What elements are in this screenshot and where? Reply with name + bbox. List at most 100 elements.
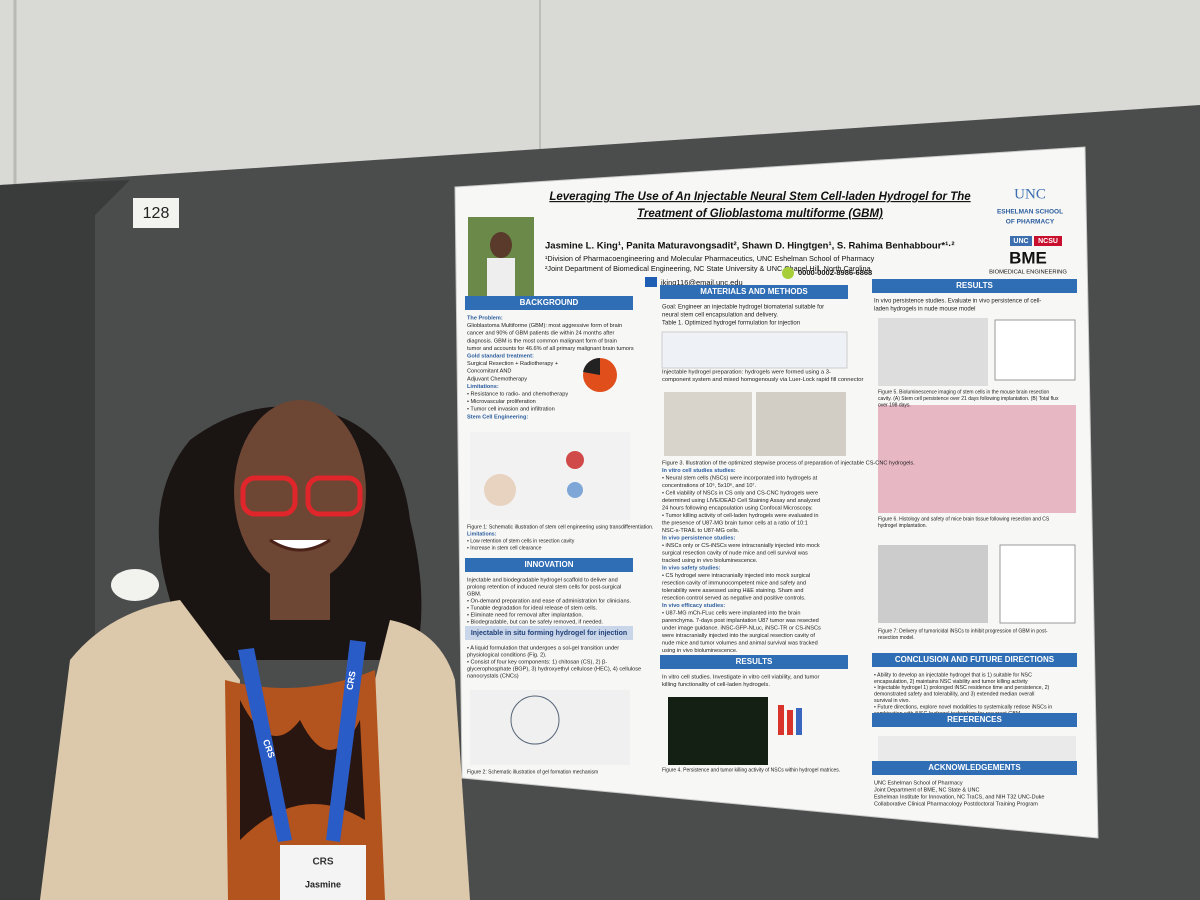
author-photo-face [490, 232, 512, 258]
body-text: • iNSCs only or CS-iNSCs were intracrani… [662, 543, 820, 549]
logo-school: ESHELMAN SCHOOL [997, 209, 1063, 216]
body-text: tolerability were assessed using H&E sta… [662, 588, 803, 594]
cell-figure [567, 482, 583, 498]
body-text: In vivo persistence studies: [662, 535, 736, 541]
body-text: UNC Eshelman School of Pharmacy [874, 780, 963, 786]
section-heading: RESULTS [956, 281, 993, 290]
poster-content: Leveraging The Use of An Injectable Neur… [465, 186, 1077, 807]
glasses [240, 475, 298, 517]
body-text: glycerophosphate (BGP), 3) hydroxyethyl … [467, 666, 641, 672]
body-text: Table 1. Optimized hydrogel formulation … [662, 321, 800, 327]
body-text: using in vivo bioluminescence. [662, 648, 738, 654]
body-text: • Microvascular proliferation [467, 399, 536, 405]
cell-figure [566, 451, 584, 469]
body-text: concentrations of 10⁶, 5x10⁶, and 10⁷. [662, 482, 756, 489]
lanyard [326, 640, 366, 842]
bar-figure [796, 708, 802, 735]
body-text: • CS hydrogel were intracranially inject… [662, 573, 810, 579]
logo-bme-sub: BIOMEDICAL ENGINEERING [989, 270, 1067, 276]
section-heading: REFERENCES [947, 715, 1002, 724]
section-heading: ACKNOWLEDGEMENTS [928, 763, 1021, 772]
poster-title: Leveraging The Use of An Injectable Neur… [549, 191, 971, 203]
body-text: Eshelman Institute for Innovation, NC Tr… [874, 794, 1044, 800]
body-text: cavity. (A) Stem cell persistence over 2… [878, 396, 1059, 402]
body-text: Figure 1: Schematic illustration of stem… [467, 524, 653, 530]
body-text: Goal: Engineer an injectable hydrogel bi… [662, 305, 824, 311]
body-text: • A liquid formulation that undergoes a … [467, 645, 619, 651]
body-text: under image guidance. iNSC-GFP-NLuc, iNS… [662, 625, 821, 631]
body-text: Limitations: [467, 384, 499, 390]
body-text: In vitro cell studies studies: [662, 468, 736, 474]
body-text: Figure 4. Persistence and tumor killing … [662, 767, 840, 773]
logo-bme: BME [1009, 248, 1047, 267]
gel-figure [470, 690, 630, 765]
flux-figure [994, 319, 1076, 381]
logo-ncsu: NCSU [1038, 238, 1058, 245]
body-text: encapsulation, 2) maintains NSC viabilit… [874, 679, 1028, 685]
pie-figure-slice [583, 357, 600, 375]
body-text: Injectable hydrogel preparation: hydroge… [662, 370, 831, 376]
logo-school: OF PHARMACY [1006, 219, 1055, 226]
logo-unc-box [1010, 236, 1032, 246]
body-text: component system and mixed homogenously … [662, 377, 863, 383]
section-heading: RESULTS [736, 657, 773, 666]
section-header-bar [872, 761, 1077, 775]
author-photo-dress [487, 258, 515, 300]
body-text: • Cell viability of NSCs in CS only and … [662, 490, 818, 496]
body-text: killing functionality of cell-laden hydr… [662, 682, 770, 688]
paper-roll [111, 569, 159, 601]
body-text: Joint Department of BME, NC State & UNC [874, 787, 979, 793]
body-text: survival in vivo. [874, 698, 910, 704]
body-text: In vitro cell studies. Investigate in vi… [662, 675, 820, 681]
body-text: • Eliminate need for removal after impla… [467, 612, 584, 618]
body-text: NSC-s-TRAIL to U87-MG cells. [662, 528, 740, 534]
body-text: physiological conditions (Fig. 2). [467, 652, 547, 658]
body-text: diagnosis. GBM is the most common malign… [467, 338, 617, 344]
syringe-figure [756, 392, 846, 456]
body-text: Gold standard treatment: [467, 353, 534, 359]
board-number-card [133, 198, 179, 228]
body-text: In vivo safety studies: [662, 565, 721, 571]
body-text: • Consist of four key components: 1) chi… [467, 659, 607, 665]
body-text: laden hydrogels in nude mouse model [874, 307, 975, 313]
poster-title: Treatment of Glioblastoma multiforme (GB… [637, 208, 883, 220]
body-text: Collaborative Clinical Pharmacology Post… [874, 801, 1038, 807]
body-text: • On-demand preparation and ease of admi… [467, 598, 631, 604]
bar-figure [778, 705, 784, 735]
body-text: GBM. [467, 591, 482, 597]
poster-authors: Jasmine L. King¹, Panita Maturavongsadit… [545, 241, 955, 252]
gel-network-figure [510, 695, 560, 745]
survival-figure [999, 544, 1076, 624]
references-text [878, 736, 1076, 764]
section-header-bar [660, 655, 848, 669]
badge-name: Jasmine [305, 879, 341, 889]
section-header-bar [872, 653, 1077, 667]
body-text: Surgical Resection + Radiotherapy + [467, 361, 558, 367]
syringe-figure [664, 392, 752, 456]
body-text: Injectable and biodegradable hydrogel sc… [467, 577, 618, 583]
body-text: neural stem cell encapsulation and deliv… [662, 313, 778, 319]
section-header-bar [465, 296, 633, 310]
body-text: • Low retention of stem cells in resecti… [467, 538, 575, 544]
body-text: 24 hours following encapsulation using C… [662, 505, 813, 511]
body-text: Figure 3. Illustration of the optimized … [662, 460, 915, 466]
body-text: over 198 days. [878, 402, 911, 408]
body-text: • Increase in stem cell clearance [467, 545, 542, 551]
bar-figure [787, 710, 793, 735]
logo-ncsu-box [1034, 236, 1062, 246]
microscopy-figure [668, 697, 768, 765]
body-text: • Neural stem cells (NSCs) were incorpor… [662, 475, 818, 481]
body-text: nanocrystals (CNCs) [467, 673, 519, 679]
blazer [40, 600, 240, 900]
body-text: tracked using in vivo bioluminescence. [662, 558, 758, 564]
body-text: Concomitant AND [467, 369, 511, 375]
body-text: In vivo persistence studies. Evaluate in… [874, 299, 1041, 305]
poster-affiliation: ¹Division of Pharmacoengineering and Mol… [545, 254, 875, 263]
body-text: • Tumor killing activity of cell-laden h… [662, 513, 818, 519]
section-heading: INNOVATION [524, 560, 573, 569]
body-text: • Biodegradable, but can be safely remov… [467, 619, 603, 625]
poster-orcid: 0000-0002-8986-6868 [798, 268, 872, 277]
body-text: tumor and accounts for 46.6% of all prim… [467, 346, 634, 352]
logo-unc: UNC [1014, 186, 1046, 202]
body-text: Figure 2: Schematic illustration of gel … [467, 769, 598, 775]
